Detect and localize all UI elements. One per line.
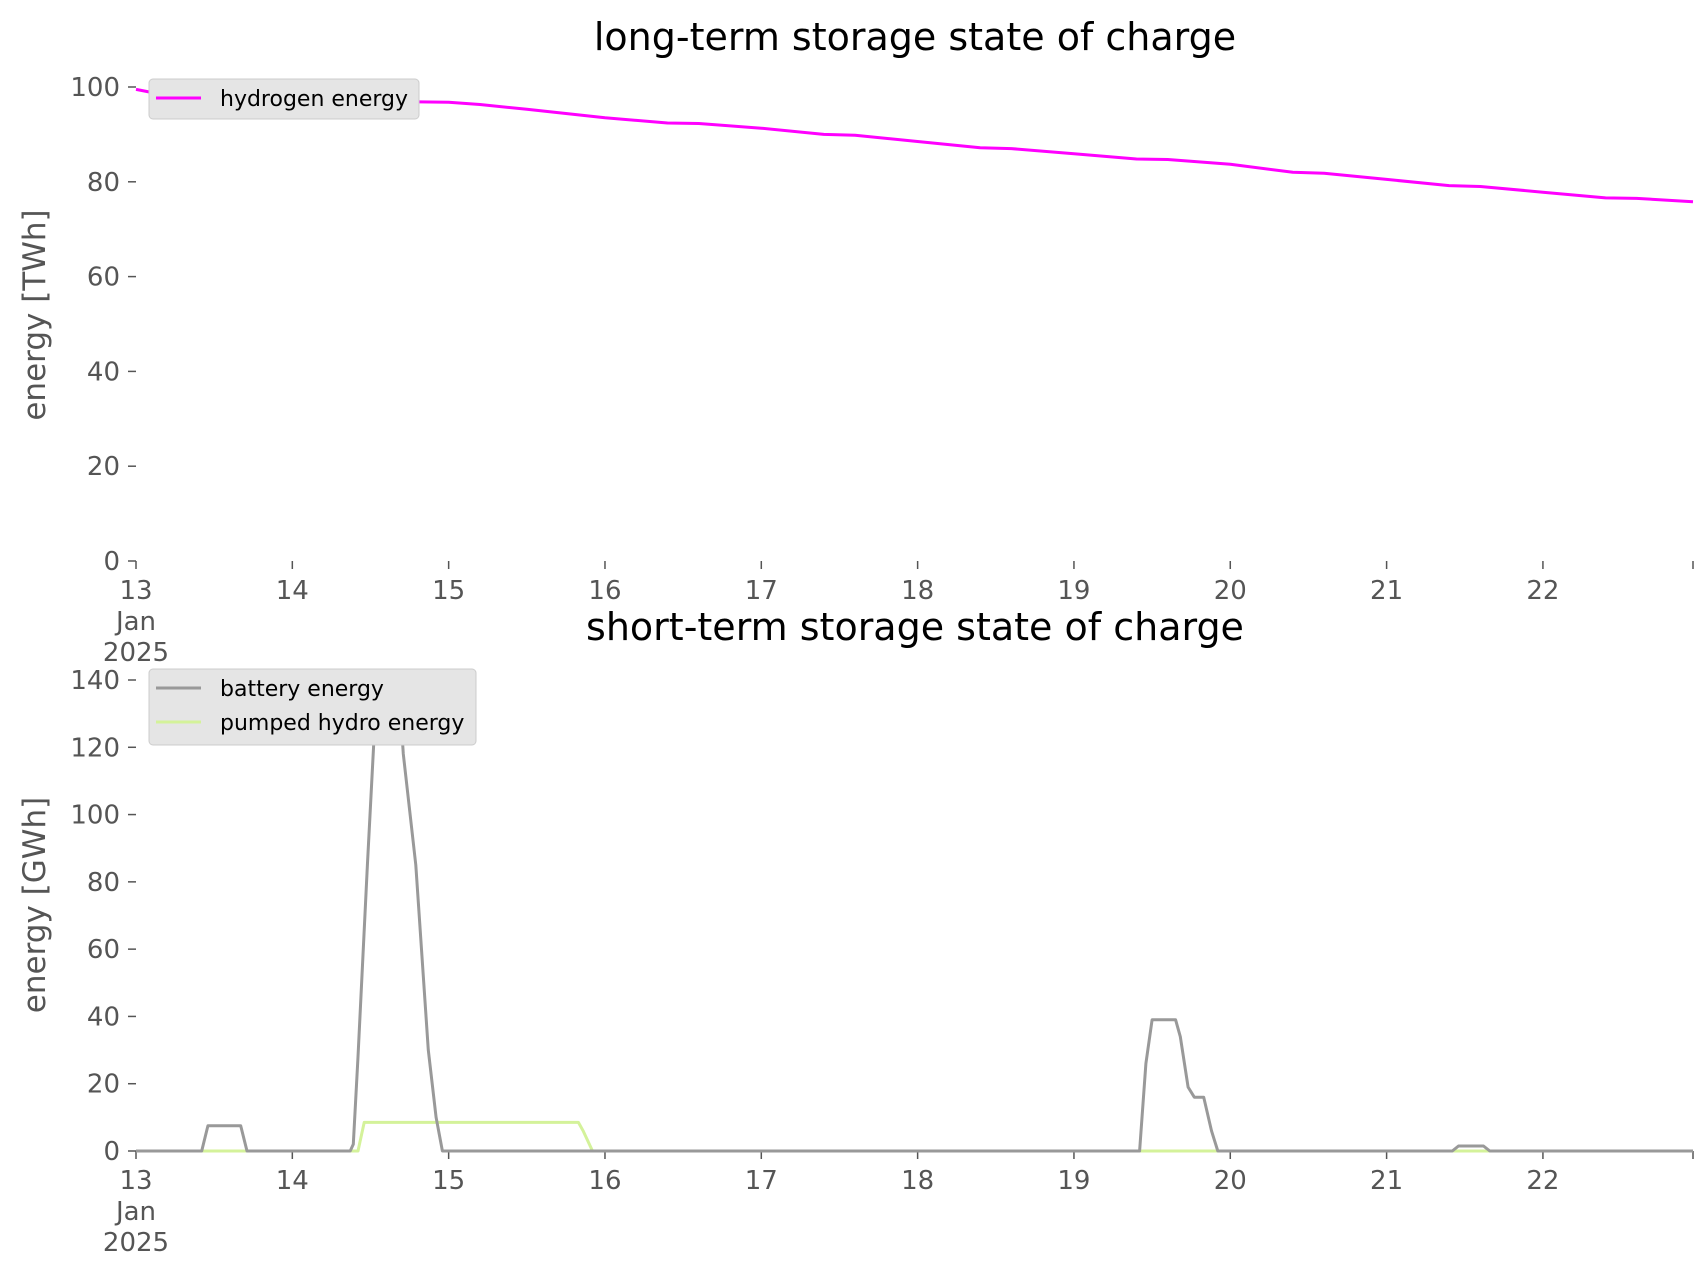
long-term-legend: hydrogen energy <box>148 78 420 120</box>
long-ytick-label: 40 <box>87 357 120 387</box>
long-term-lines <box>135 87 1694 204</box>
short-ytick-label: 60 <box>87 935 120 965</box>
long-xtick-sublabel: 2025 <box>103 638 169 668</box>
series-line-hydrogen <box>135 87 1694 204</box>
long-xtick-label: 19 <box>1057 576 1090 606</box>
legend-label-pumped-hydro: pumped hydro energy <box>220 711 464 736</box>
long-xtick-label: 16 <box>588 576 621 606</box>
long-xtick-label: 15 <box>432 576 465 606</box>
long-xtick-label: 13 <box>119 576 152 606</box>
long-xtick-label: 22 <box>1526 576 1559 606</box>
short-xtick-label: 14 <box>276 1166 309 1196</box>
short-xtick-label: 18 <box>901 1166 934 1196</box>
long-term-chart: long-term storage state of charge energy… <box>17 15 1694 668</box>
short-term-title: short-term storage state of charge <box>586 605 1244 649</box>
legend-label-battery: battery energy <box>220 677 384 702</box>
short-term-lines <box>136 678 1693 1153</box>
legend-label-hydrogen: hydrogen energy <box>220 87 408 112</box>
series-line-battery <box>136 678 1693 1153</box>
long-term-ylabel: energy [TWh] <box>17 209 53 420</box>
long-term-title: long-term storage state of charge <box>594 15 1236 59</box>
long-term-legend-box <box>148 78 420 120</box>
long-xtick-label: 17 <box>745 576 778 606</box>
short-term-legend: battery energy pumped hydro energy <box>148 668 477 746</box>
short-ytick-label: 140 <box>70 666 120 696</box>
short-xtick-label: 17 <box>745 1166 778 1196</box>
short-term-y-ticks: 0 20 40 60 80 100 120 140 <box>70 666 136 1167</box>
short-xtick-label: 19 <box>1057 1166 1090 1196</box>
short-ytick-label: 40 <box>87 1002 120 1032</box>
long-xtick-sublabel: Jan <box>114 607 156 637</box>
short-term-ylabel: energy [GWh] <box>17 797 53 1013</box>
long-xtick-label: 21 <box>1370 576 1403 606</box>
short-xtick-label: 16 <box>588 1166 621 1196</box>
short-ytick-label: 20 <box>87 1070 120 1100</box>
short-xtick-label: 22 <box>1526 1166 1559 1196</box>
short-xtick-label: 20 <box>1214 1166 1247 1196</box>
long-ytick-label: 80 <box>87 168 120 198</box>
long-ytick-label: 60 <box>87 263 120 293</box>
short-term-chart: short-term storage state of charge energ… <box>17 605 1694 1258</box>
long-ytick-label: 0 <box>103 547 120 577</box>
short-xtick-sublabel: Jan <box>114 1197 156 1227</box>
short-xtick-sublabel: 2025 <box>103 1228 169 1258</box>
long-xtick-label: 20 <box>1214 576 1247 606</box>
long-xtick-label: 14 <box>276 576 309 606</box>
short-xtick-label: 21 <box>1370 1166 1403 1196</box>
long-ytick-label: 20 <box>87 452 120 482</box>
short-ytick-label: 80 <box>87 868 120 898</box>
short-ytick-label: 0 <box>103 1137 120 1167</box>
short-ytick-label: 100 <box>70 801 120 831</box>
short-xtick-label: 13 <box>119 1166 152 1196</box>
short-xtick-label: 15 <box>432 1166 465 1196</box>
short-ytick-label: 120 <box>70 733 120 763</box>
short-term-legend-box <box>148 668 477 746</box>
long-term-y-ticks: 0 20 40 60 80 100 <box>70 73 136 577</box>
long-xtick-label: 18 <box>901 576 934 606</box>
long-ytick-label: 100 <box>70 73 120 103</box>
